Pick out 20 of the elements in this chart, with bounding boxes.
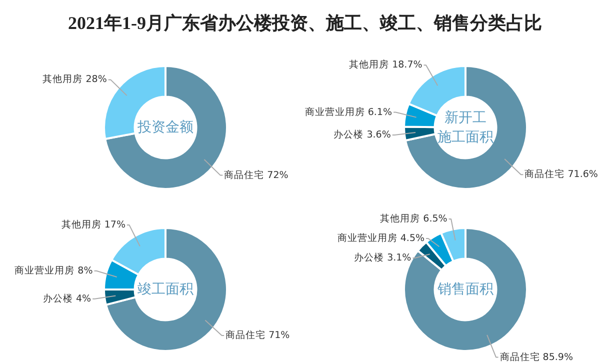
slice-label: 商品住宅 71.6% [524,168,598,180]
slice-label: 其他用房 17% [61,218,126,230]
slice-label: 商品住宅 71% [226,328,290,341]
slice-label: 其他用房 28% [42,73,107,86]
slice-label: 其他用房 6.5% [380,212,448,224]
slice-label: 办公楼 4% [42,292,92,304]
slice-label: 商品住宅 85.9% [500,350,573,363]
text: 投资金额 [136,120,194,136]
slice-label: 商业营业用房 6.1% [304,106,392,118]
text: 新开工 [444,110,486,126]
slice-label: 商业营业用房 8% [14,264,93,276]
text: 销售面积 [436,282,494,298]
slice-label: 办公楼 3.1% [354,252,412,264]
chart-title: 2021年1-9月广东省办公楼投资、施工、竣工、销售分类占比 [68,12,542,35]
slice-label: 其他用房 18.7% [349,58,422,71]
slice-label: 办公楼 3.6% [334,128,391,141]
text: 竣工面积 [138,282,194,298]
text: 施工面积 [438,129,494,146]
slice-label: 商品住宅 72% [224,168,288,181]
slice-label: 商业营业用房 4.5% [337,232,425,244]
